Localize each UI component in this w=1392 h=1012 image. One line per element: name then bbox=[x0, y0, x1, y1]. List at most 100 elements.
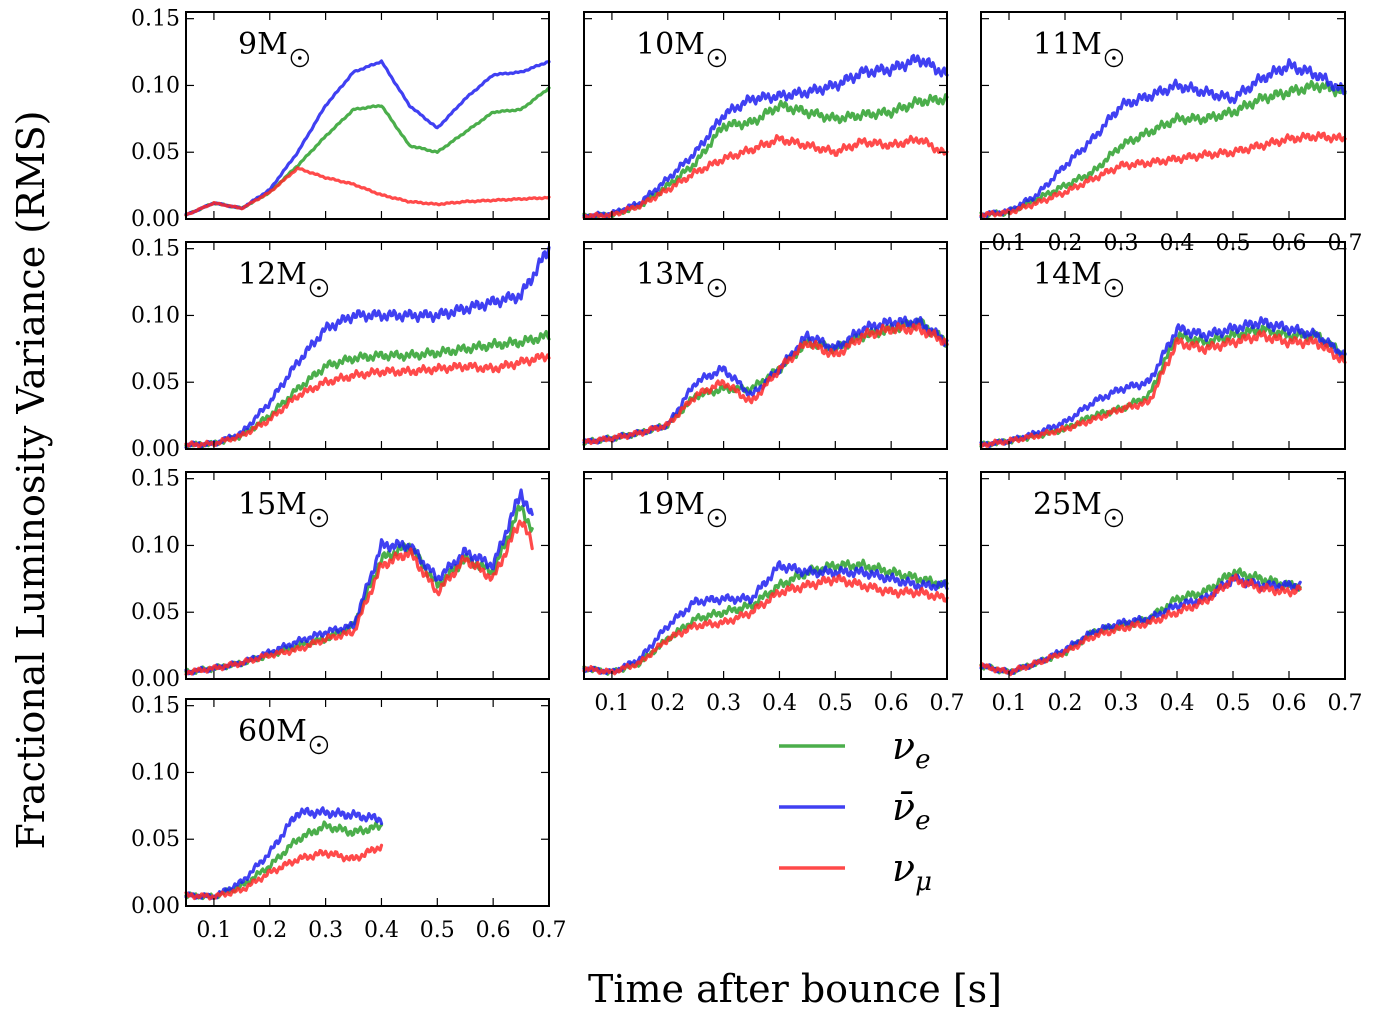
solar-mass-icon-dot bbox=[715, 56, 719, 60]
series-line-numu bbox=[582, 322, 949, 446]
x-tick-label: 0.6 bbox=[476, 918, 511, 943]
solar-mass-icon bbox=[309, 278, 329, 298]
solar-mass-icon-dot bbox=[1112, 56, 1116, 60]
panel-frame bbox=[185, 11, 550, 220]
series-line-nue bbox=[184, 504, 534, 676]
panel-mass-label: 25M bbox=[1033, 487, 1102, 522]
panel-mass-label: 14M bbox=[1033, 257, 1102, 292]
y-tick-label: 0.05 bbox=[131, 370, 180, 395]
series-line-nuebar bbox=[184, 59, 551, 216]
x-tick-label: 0.1 bbox=[992, 691, 1027, 716]
y-tick-label: 0.05 bbox=[131, 827, 180, 852]
series-line-nue bbox=[979, 79, 1347, 219]
x-tick-label: 0.3 bbox=[706, 691, 741, 716]
legend-subscript: μ bbox=[915, 867, 932, 897]
y-tick-label: 0.10 bbox=[131, 760, 180, 785]
x-tick-label: 0.5 bbox=[818, 691, 853, 716]
solar-mass-icon bbox=[1104, 48, 1124, 68]
series-line-numu bbox=[582, 134, 949, 220]
x-tick-label: 0.7 bbox=[1328, 691, 1363, 716]
panel-mass-label: 9M bbox=[238, 27, 288, 62]
solar-mass-icon-dot bbox=[715, 516, 719, 520]
x-tick-label: 0.4 bbox=[762, 691, 797, 716]
panel-13m: 13M bbox=[582, 241, 949, 450]
y-tick-label: 0.15 bbox=[131, 467, 180, 492]
solar-mass-icon bbox=[290, 48, 310, 68]
series-line-numu bbox=[979, 573, 1302, 677]
y-tick-label: 0.00 bbox=[131, 894, 180, 919]
x-tick-label: 0.2 bbox=[1048, 691, 1083, 716]
series-line-nue bbox=[184, 329, 551, 450]
panel-25m: 0.1 0.2 0.3 0.4 0.5 0.6 0.7 25M bbox=[979, 471, 1363, 716]
legend-label: νe bbox=[892, 724, 931, 775]
panel-10m: 10M bbox=[582, 11, 949, 220]
x-tick-label: 0.4 bbox=[1160, 691, 1195, 716]
x-tick-label: 0.7 bbox=[930, 691, 965, 716]
x-tick-label: 0.6 bbox=[874, 691, 909, 716]
solar-mass-icon bbox=[707, 278, 727, 298]
panel-mass-label: 11M bbox=[1033, 27, 1102, 62]
series-line-numu bbox=[979, 330, 1347, 448]
panel-12m: 0.00 0.05 0.10 0.15 12M bbox=[131, 237, 551, 462]
legend-subscript: e bbox=[915, 745, 930, 775]
x-tick-label: 0.1 bbox=[594, 691, 629, 716]
panel-mass-label: 10M bbox=[636, 27, 705, 62]
y-tick-label: 0.00 bbox=[131, 207, 180, 232]
series-line-nuebar bbox=[582, 560, 949, 676]
legend-entry-numu: νμ bbox=[779, 846, 932, 897]
y-axis-title: Fractional Luminosity Variance (RMS) bbox=[9, 111, 53, 850]
panel-60m: 0.00 0.05 0.10 0.15 0.1 0.2 0.3 0.4 0.5 0.6 0.7 60M bbox=[131, 694, 566, 943]
series-line-nuebar bbox=[582, 315, 949, 445]
panel-mass-label: 19M bbox=[636, 487, 705, 522]
solar-mass-icon-dot bbox=[1112, 516, 1116, 520]
y-tick-label: 0.15 bbox=[131, 237, 180, 262]
x-tick-label: 0.5 bbox=[420, 918, 455, 943]
solar-mass-icon-dot bbox=[317, 743, 321, 747]
x-tick-label: 0.4 bbox=[364, 918, 399, 943]
series-line-numu bbox=[979, 131, 1347, 218]
x-tick-label: 0.7 bbox=[532, 918, 567, 943]
series-line-numu bbox=[184, 843, 384, 901]
solar-mass-icon-dot bbox=[298, 56, 302, 60]
panel-mass-label: 13M bbox=[636, 257, 705, 292]
panel-frame bbox=[980, 471, 1346, 680]
legend: νe ν̄e νμ bbox=[779, 724, 932, 897]
solar-mass-icon bbox=[309, 735, 329, 755]
y-tick-label: 0.00 bbox=[131, 667, 180, 692]
solar-mass-icon-dot bbox=[317, 516, 321, 520]
x-tick-label: 0.3 bbox=[308, 918, 343, 943]
x-tick-label: 0.6 bbox=[1272, 691, 1307, 716]
panel-frame bbox=[980, 241, 1346, 450]
legend-label: ν̄e bbox=[892, 785, 931, 836]
panel-frame bbox=[185, 241, 550, 450]
x-axis-title: Time after bounce [s] bbox=[588, 967, 1002, 1011]
x-tick-label: 0.1 bbox=[196, 918, 231, 943]
y-tick-label: 0.10 bbox=[131, 533, 180, 558]
solar-mass-icon bbox=[707, 508, 727, 528]
legend-label: νμ bbox=[892, 846, 932, 897]
panel-frame bbox=[583, 11, 948, 220]
legend-subscript: e bbox=[915, 806, 930, 836]
panel-frame bbox=[185, 471, 550, 680]
series-line-nuebar bbox=[184, 245, 551, 450]
x-tick-label: 0.2 bbox=[252, 918, 287, 943]
legend-entry-nue: νe bbox=[779, 724, 931, 775]
solar-mass-icon bbox=[1104, 278, 1124, 298]
y-tick-label: 0.10 bbox=[131, 73, 180, 98]
y-tick-label: 0.15 bbox=[131, 7, 180, 32]
series-line-numu bbox=[184, 166, 551, 217]
panel-mass-label: 60M bbox=[238, 714, 307, 749]
y-tick-label: 0.00 bbox=[131, 437, 180, 462]
panel-15m: 0.00 0.05 0.10 0.15 15M bbox=[131, 467, 550, 692]
panel-19m: 0.1 0.2 0.3 0.4 0.5 0.6 0.7 19M bbox=[582, 471, 965, 716]
solar-mass-icon bbox=[309, 508, 329, 528]
series-line-nue bbox=[184, 86, 551, 217]
panel-mass-label: 12M bbox=[238, 257, 307, 292]
y-tick-label: 0.05 bbox=[131, 600, 180, 625]
x-tick-label: 0.3 bbox=[1104, 691, 1139, 716]
series-line-numu bbox=[582, 573, 949, 676]
panel-frame bbox=[583, 241, 948, 450]
